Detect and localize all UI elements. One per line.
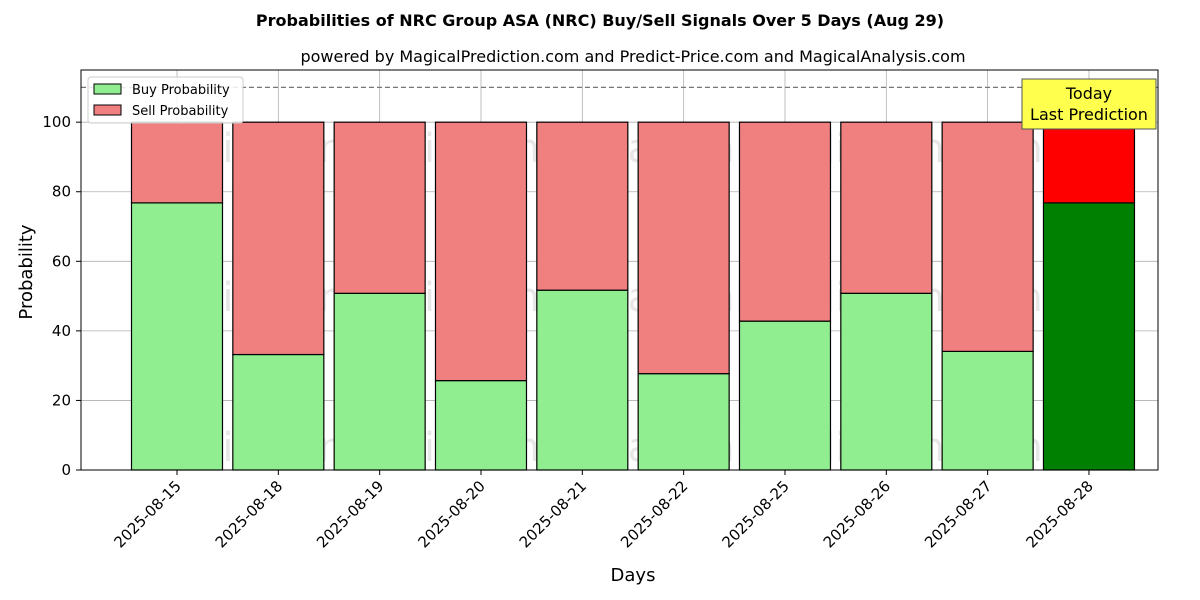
y-tick-label: 40 <box>52 322 71 340</box>
chart-subtitle: powered by MagicalPrediction.com and Pre… <box>300 47 965 66</box>
sell-bar <box>130 121 224 204</box>
annotation-line: Today <box>1065 84 1112 103</box>
today-annotation: Today Last Prediction <box>1021 78 1157 130</box>
x-tick-label: 2025-08-20 <box>414 477 488 551</box>
y-axis-label: Probability <box>16 224 37 319</box>
buy-bar <box>130 202 224 471</box>
sell-bar <box>536 121 629 291</box>
sell-bar <box>941 121 1034 352</box>
buy-bar <box>941 350 1034 471</box>
buy-bar <box>434 380 528 471</box>
sell-bar <box>333 121 426 294</box>
x-axis-label: Days <box>611 565 656 586</box>
y-tick-label: 60 <box>52 252 71 270</box>
x-tick-label: 2025-08-28 <box>1022 477 1096 551</box>
x-tick-label: 2025-08-19 <box>313 477 387 551</box>
buy-bar <box>840 292 933 471</box>
buy-bar <box>536 289 629 471</box>
legend-label: Buy Probability <box>132 83 230 98</box>
y-tick-label: 100 <box>42 113 71 131</box>
legend: Buy Probability Sell Probability <box>87 76 244 124</box>
annotation-box <box>1021 78 1157 130</box>
x-axis: 2025-08-15 2025-08-18 2025-08-19 2025-08-20… <box>110 470 1097 551</box>
x-tick-label: 2025-08-15 <box>110 477 184 551</box>
y-tick-label: 0 <box>61 461 71 479</box>
bars-layer <box>130 121 1136 471</box>
legend-box <box>87 76 244 124</box>
sell-bar <box>637 121 730 375</box>
legend-swatch <box>93 104 122 116</box>
sell-bar <box>1042 121 1136 204</box>
sell-bar <box>738 121 832 322</box>
plot-frame <box>80 69 1159 471</box>
x-tick-label: 2025-08-18 <box>212 477 286 551</box>
y-axis: 0 20 40 60 80 100 <box>42 113 81 479</box>
buy-bar <box>232 353 325 471</box>
x-tick-label: 2025-08-22 <box>617 477 691 551</box>
buy-bar <box>1042 202 1136 471</box>
x-tick-label: 2025-08-25 <box>718 477 792 551</box>
legend-swatch <box>93 83 122 95</box>
sell-bar <box>232 121 325 356</box>
legend-label: Sell Probability <box>132 104 229 119</box>
y-tick-label: 20 <box>52 391 71 409</box>
buy-bar <box>333 292 426 471</box>
x-tick-label: 2025-08-21 <box>516 477 590 551</box>
y-tick-label: 80 <box>52 183 71 201</box>
chart-title: Probabilities of NRC Group ASA (NRC) Buy… <box>256 11 944 30</box>
buy-bar <box>637 373 730 471</box>
sell-bar <box>434 121 528 382</box>
buy-bar <box>738 320 832 471</box>
annotation-line: Last Prediction <box>1030 105 1148 124</box>
x-tick-label: 2025-08-27 <box>921 477 995 551</box>
sell-bar <box>840 121 933 294</box>
x-tick-label: 2025-08-26 <box>820 477 894 551</box>
